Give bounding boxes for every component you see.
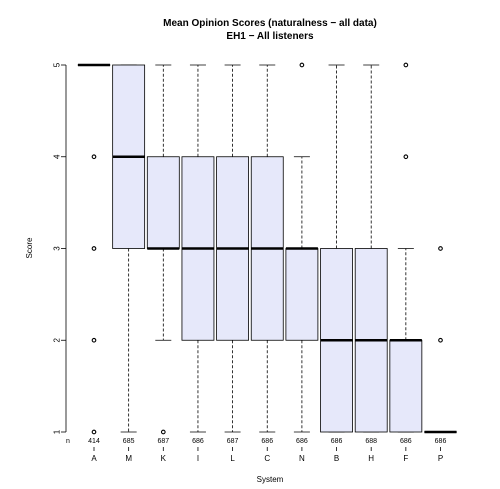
box-k [146,156,180,249]
outlier-point-a [91,337,97,343]
x-axis-title: System [257,475,284,484]
outlier-point-p [438,337,443,343]
outlier-point-k [160,429,166,435]
plot-area: 1 2 3 4 5 414 A 685 M 687 K 686 I 687 L 686 C 686 N 686 B 688… [53,62,457,463]
x-tick-label-k: K [161,454,167,463]
x-tick-label-b: B [334,454,339,463]
outlier-point-f [403,62,409,68]
chart-subtitle: EH1 − All listeners [226,31,314,42]
y-tick-label: 1 [53,429,62,434]
x-tick-label-f: F [403,454,408,463]
outlier-point-p [438,246,443,251]
n-count-k: 687 [157,438,169,445]
x-tick-label-m: M [125,454,132,463]
outlier-point-a [91,429,97,435]
x-tick-label-n: N [299,454,305,463]
outlier-point-f [403,154,409,160]
n-count-h: 688 [365,438,377,445]
box-f [389,339,423,433]
x-tick-label-p: P [438,454,443,463]
y-tick-label: 5 [53,62,62,67]
n-count-p: 686 [435,438,447,445]
outlier-point-a [91,246,97,251]
n-count-b: 686 [331,438,343,445]
n-count-c: 686 [261,438,273,445]
x-tick-label-h: H [368,454,374,463]
box-n [285,248,319,341]
n-count-n: 686 [296,438,308,445]
y-axis-title: Score [25,237,34,258]
outlier-point-a [91,154,97,160]
n-count-m: 685 [123,438,135,445]
n-count-l: 687 [227,438,239,445]
outlier-point-n [299,62,305,68]
x-tick-label-i: I [197,454,199,463]
y-tick-label: 3 [53,246,62,251]
chart-title: Mean Opinion Scores (naturalness − all d… [163,18,377,29]
y-tick-label: 4 [53,154,62,159]
n-row-label: n [66,438,70,445]
n-count-i: 686 [192,438,204,445]
x-tick-label-l: L [230,454,235,463]
x-tick-label-c: C [264,454,270,463]
x-tick-label-a: A [91,454,97,463]
y-tick-label: 2 [53,337,62,342]
n-count-a: 414 [88,438,100,445]
n-count-f: 686 [400,438,412,445]
